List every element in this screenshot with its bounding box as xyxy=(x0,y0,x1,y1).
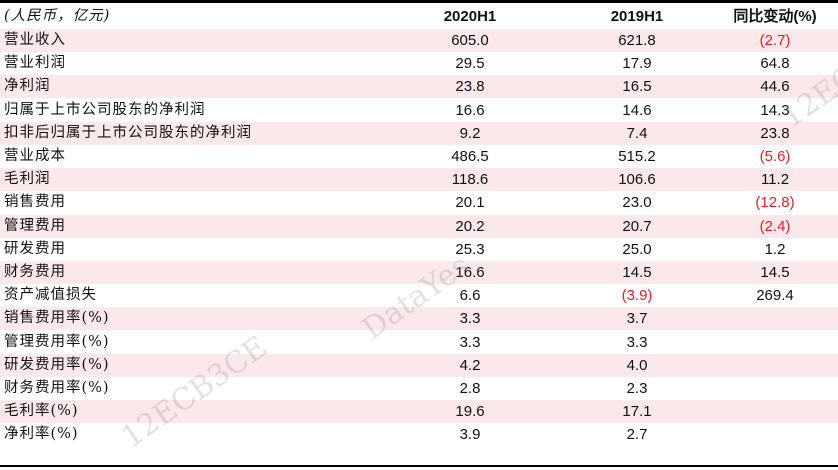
value-2019h1: 25.0 xyxy=(622,240,652,258)
table-row: 营业收入 605.0 621.8 (2.7) xyxy=(0,29,838,52)
row-label: 净利率(%) xyxy=(4,426,79,443)
value-yoy-change: 1.2 xyxy=(764,240,786,258)
table-row: 营业利润 29.5 17.9 64.8 xyxy=(0,52,838,75)
value-2020h1: 3.3 xyxy=(459,333,481,351)
table-row: 管理费用 20.2 20.7 (2.4) xyxy=(0,214,838,238)
table-row: 管理费用率(%) 3.3 3.3 xyxy=(0,331,838,354)
value-2019h1: 2.3 xyxy=(626,380,648,397)
value-yoy-change: (5.6) xyxy=(759,148,791,165)
value-2020h1: 3.9 xyxy=(459,426,481,444)
value-2019h1: 17.9 xyxy=(622,55,652,73)
value-yoy-change: (2.4) xyxy=(759,217,791,235)
row-label: 资产减值损失 xyxy=(4,287,97,304)
table-row: 研发费用率(%) 4.2 4.0 xyxy=(0,353,838,377)
header-yoy-change: 同比变动(%) xyxy=(733,8,817,25)
value-2019h1: 3.3 xyxy=(626,333,648,351)
value-2019h1: 3.7 xyxy=(626,310,648,328)
table-row: 销售费用 20.1 23.0 (12.8) xyxy=(0,191,838,214)
value-yoy-change: 64.8 xyxy=(760,55,790,73)
value-2020h1: 486.5 xyxy=(451,148,489,165)
row-label: 毛利率(%) xyxy=(4,403,79,420)
row-label: 销售费用率(%) xyxy=(4,310,110,327)
value-2019h1: 20.7 xyxy=(622,217,652,235)
row-label: 管理费用 xyxy=(4,217,66,234)
value-2020h1: 23.8 xyxy=(455,78,485,96)
value-yoy-change: 23.8 xyxy=(760,124,790,142)
value-2020h1: 20.2 xyxy=(455,217,485,235)
value-2020h1: 16.6 xyxy=(455,101,485,119)
value-2019h1: 4.0 xyxy=(626,356,648,374)
value-2020h1: 6.6 xyxy=(459,287,481,305)
value-2019h1: 14.6 xyxy=(622,101,652,119)
row-label: 财务费用率(%) xyxy=(4,380,110,396)
value-2019h1: 621.8 xyxy=(618,32,656,49)
table-row: 毛利润 118.6 106.6 11.2 xyxy=(0,168,838,192)
value-2020h1: 29.5 xyxy=(455,55,485,73)
value-yoy-change: 269.4 xyxy=(756,287,794,305)
header-2019h1: 2019H1 xyxy=(610,8,664,25)
row-label: 研发费用 xyxy=(4,240,66,257)
table-row: 财务费用 16.6 14.5 14.5 xyxy=(0,261,838,284)
value-2019h1: 515.2 xyxy=(618,148,656,165)
value-2020h1: 25.3 xyxy=(455,240,485,258)
table-row: 营业成本 486.5 515.2 (5.6) xyxy=(0,145,838,168)
value-yoy-change: 14.5 xyxy=(760,264,790,281)
table-header: (人民币，亿元) 2020H1 2019H1 同比变动(%) xyxy=(0,4,838,29)
value-yoy-change: 11.2 xyxy=(760,171,790,189)
table-row: 资产减值损失 6.6 (3.9) 269.4 xyxy=(0,284,838,307)
header-unit-label: (人民币，亿元) xyxy=(4,8,111,24)
table-row: 归属于上市公司股东的净利润 16.6 14.6 14.3 xyxy=(0,99,838,122)
value-yoy-change: 14.3 xyxy=(760,101,790,119)
value-2020h1: 16.6 xyxy=(455,264,485,281)
row-label: 营业成本 xyxy=(4,148,66,164)
table-row: 财务费用率(%) 2.8 2.3 xyxy=(0,377,838,400)
value-2020h1: 605.0 xyxy=(451,32,489,49)
top-border xyxy=(0,0,838,3)
value-yoy-change: (2.7) xyxy=(759,32,791,49)
table-row: 扣非后归属于上市公司股东的净利润 9.2 7.4 23.8 xyxy=(0,121,838,145)
row-label: 净利润 xyxy=(4,78,51,95)
row-label: 归属于上市公司股东的净利润 xyxy=(4,101,206,118)
value-2019h1: 14.5 xyxy=(622,264,652,281)
row-label: 财务费用 xyxy=(4,264,66,280)
value-2019h1: (3.9) xyxy=(621,287,653,305)
table-row: 净利润 23.8 16.5 44.6 xyxy=(0,75,838,99)
row-label: 扣非后归属于上市公司股东的净利润 xyxy=(4,124,252,141)
header-2020h1: 2020H1 xyxy=(443,8,497,25)
row-label: 营业利润 xyxy=(4,55,66,72)
value-2020h1: 2.8 xyxy=(459,380,481,397)
value-2020h1: 3.3 xyxy=(459,310,481,328)
value-2019h1: 106.6 xyxy=(618,171,656,189)
value-2019h1: 7.4 xyxy=(626,124,648,142)
value-2019h1: 17.1 xyxy=(622,403,652,421)
row-label: 研发费用率(%) xyxy=(4,356,110,373)
table-row: 研发费用 25.3 25.0 1.2 xyxy=(0,238,838,261)
table-row: 毛利率(%) 19.6 17.1 xyxy=(0,400,838,424)
value-2020h1: 19.6 xyxy=(455,403,485,421)
value-yoy-change: 44.6 xyxy=(760,78,790,96)
value-yoy-change: (12.8) xyxy=(755,194,795,212)
row-label: 毛利润 xyxy=(4,171,51,188)
row-label: 管理费用率(%) xyxy=(4,333,110,350)
value-2020h1: 4.2 xyxy=(459,356,481,374)
row-label: 营业收入 xyxy=(4,32,66,48)
value-2019h1: 23.0 xyxy=(622,194,652,212)
table-row: 销售费用率(%) 3.3 3.7 xyxy=(0,307,838,331)
value-2019h1: 16.5 xyxy=(622,78,652,96)
value-2020h1: 9.2 xyxy=(459,124,481,142)
value-2019h1: 2.7 xyxy=(626,426,648,444)
bottom-border xyxy=(0,465,838,467)
row-label: 销售费用 xyxy=(4,194,66,211)
value-2020h1: 118.6 xyxy=(451,171,489,189)
value-2020h1: 20.1 xyxy=(455,194,485,212)
table-row: 净利率(%) 3.9 2.7 xyxy=(0,423,838,446)
